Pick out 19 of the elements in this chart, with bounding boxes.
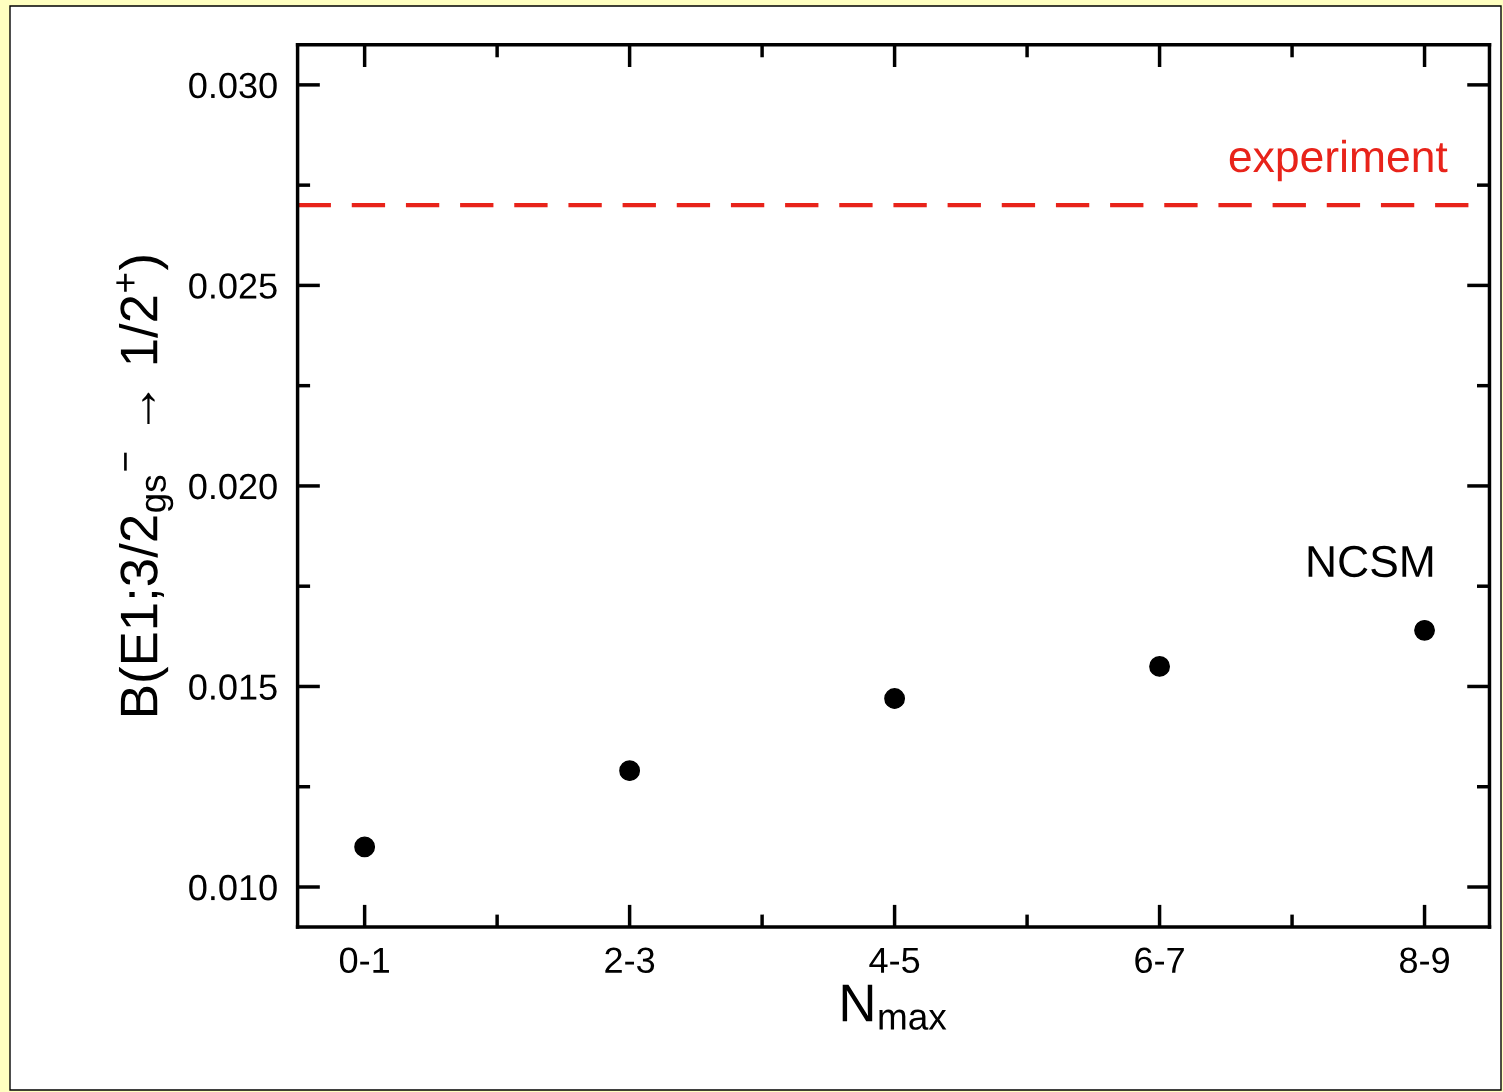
annotation: NCSM — [1308, 545, 1433, 578]
x-tick-label: 2-3 — [605, 947, 655, 974]
y-tick-label: 0.020 — [189, 473, 277, 500]
x-tick-label: 4-5 — [869, 947, 920, 974]
ref-line-label: experiment — [1229, 139, 1448, 182]
y-tick-label: 0.010 — [189, 874, 277, 901]
point — [884, 688, 906, 709]
y-tick-label: 0.025 — [189, 273, 277, 299]
point — [354, 836, 376, 858]
point — [1414, 619, 1435, 641]
point — [1149, 656, 1170, 677]
point — [619, 760, 641, 782]
y-axis-title: B(E1;3/2$_{gs}$$^{−}$ → 1/2$^{+}$) — [116, 256, 174, 715]
x-tick-label: 8-9 — [1400, 947, 1449, 974]
y-tick-label: 0.030 — [189, 72, 277, 99]
x-tick-label: 6-7 — [1135, 947, 1184, 974]
y-tick-label: 0.015 — [189, 674, 277, 700]
x-tick-label: 0-1 — [339, 947, 389, 974]
x-axis-title: N$_{max}$ — [842, 984, 947, 1030]
